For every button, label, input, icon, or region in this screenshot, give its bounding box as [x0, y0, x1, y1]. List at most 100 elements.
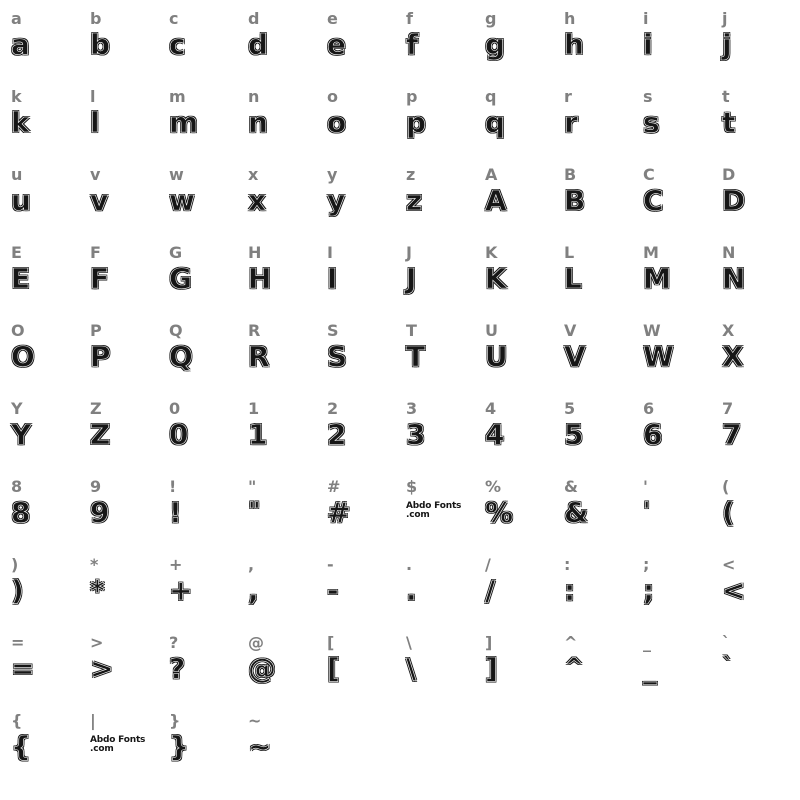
glyph-display: 4	[485, 421, 504, 449]
glyph-label: e	[327, 11, 338, 27]
glyph-display: s	[643, 109, 660, 137]
glyph-cell: zz	[400, 163, 479, 241]
glyph-label: 6	[643, 401, 654, 417]
glyph-label: ,	[248, 557, 254, 573]
glyph-display: ^	[564, 655, 584, 679]
glyph-display: "	[248, 499, 261, 523]
glyph-display: .	[406, 577, 417, 605]
glyph-cell: WW	[637, 319, 716, 397]
glyph-label: [	[327, 635, 334, 651]
glyph-display: X	[722, 343, 744, 371]
glyph-cell: 44	[479, 397, 558, 475]
glyph-cell: ))	[5, 553, 84, 631]
glyph-cell: EE	[5, 241, 84, 319]
glyph-cell: %%	[479, 475, 558, 553]
glyph-label: !	[169, 479, 176, 495]
glyph-cell: ,,	[242, 553, 321, 631]
glyph-label: |	[90, 713, 96, 729]
glyph-display: 1	[248, 421, 267, 449]
glyph-label: Z	[90, 401, 102, 417]
glyph-cell: QQ	[163, 319, 242, 397]
glyph-cell: GG	[163, 241, 242, 319]
glyph-cell: rr	[558, 85, 637, 163]
glyph-label: h	[564, 11, 575, 27]
glyph-label: 0	[169, 401, 180, 417]
glyph-display: P	[90, 343, 111, 371]
glyph-display: n	[248, 109, 268, 137]
glyph-cell: yy	[321, 163, 400, 241]
glyph-display: z	[406, 187, 422, 215]
glyph-display: ~	[248, 733, 271, 761]
glyph-display: &	[564, 499, 588, 527]
glyph-display: c	[169, 31, 186, 59]
glyph-display: `	[722, 655, 734, 679]
glyph-label: %	[485, 479, 501, 495]
glyph-display: (	[722, 499, 735, 527]
glyph-cell: mm	[163, 85, 242, 163]
glyph-cell: ((	[716, 475, 795, 553]
glyph-display: h	[564, 31, 584, 59]
glyph-label: j	[722, 11, 727, 27]
glyph-display: K	[485, 265, 507, 293]
glyph-cell: &&	[558, 475, 637, 553]
glyph-cell: 22	[321, 397, 400, 475]
glyph-label: b	[90, 11, 101, 27]
glyph-display: *	[90, 577, 105, 605]
glyph-label: F	[90, 245, 101, 261]
glyph-cell: ee	[321, 7, 400, 85]
glyph-cell: \\	[400, 631, 479, 709]
glyph-cell: ''	[637, 475, 716, 553]
glyph-label: v	[90, 167, 100, 183]
glyph-display: 6	[643, 421, 662, 449]
glyph-cell: hh	[558, 7, 637, 85]
glyph-label: N	[722, 245, 735, 261]
glyph-cell: VV	[558, 319, 637, 397]
glyph-display: :	[564, 577, 575, 605]
glyph-cell: KK	[479, 241, 558, 319]
glyph-cell: nn	[242, 85, 321, 163]
glyph-label: M	[643, 245, 659, 261]
glyph-label: f	[406, 11, 413, 27]
glyph-display: )	[11, 577, 24, 605]
glyph-display: +	[169, 577, 192, 605]
glyph-cell: jj	[716, 7, 795, 85]
glyph-cell: PP	[84, 319, 163, 397]
glyph-display: /	[485, 577, 495, 605]
glyph-display: U	[485, 343, 508, 371]
glyph-label: g	[485, 11, 496, 27]
glyph-label: D	[722, 167, 735, 183]
glyph-label: &	[564, 479, 578, 495]
glyph-display: H	[248, 265, 271, 293]
glyph-display: D	[722, 187, 745, 215]
glyph-label: <	[722, 557, 735, 573]
glyph-display: O	[11, 343, 35, 371]
glyph-display: Y	[11, 421, 31, 449]
glyph-label: )	[11, 557, 18, 573]
glyph-label: /	[485, 557, 491, 573]
glyph-cell: oo	[321, 85, 400, 163]
glyph-label: B	[564, 167, 576, 183]
glyph-display: u	[11, 187, 31, 215]
glyph-label: m	[169, 89, 186, 105]
glyph-cell: MM	[637, 241, 716, 319]
glyph-label: U	[485, 323, 498, 339]
glyph-cell: tt	[716, 85, 795, 163]
glyph-cell: <<	[716, 553, 795, 631]
glyph-cell: CC	[637, 163, 716, 241]
glyph-display: }	[169, 733, 189, 761]
glyph-label: n	[248, 89, 259, 105]
glyph-label: E	[11, 245, 22, 261]
glyph-cell: >>	[84, 631, 163, 709]
glyph-label: ~	[248, 713, 261, 729]
glyph-cell: HH	[242, 241, 321, 319]
glyph-label: _	[643, 635, 651, 651]
glyph-display: ]	[485, 655, 498, 683]
glyph-label: $	[406, 479, 417, 495]
glyph-cell: vv	[84, 163, 163, 241]
glyph-display: !	[169, 499, 182, 527]
glyph-cell: 88	[5, 475, 84, 553]
glyph-display: N	[722, 265, 745, 293]
glyph-display: I	[327, 265, 337, 293]
glyph-display: L	[564, 265, 582, 293]
glyph-label: X	[722, 323, 734, 339]
